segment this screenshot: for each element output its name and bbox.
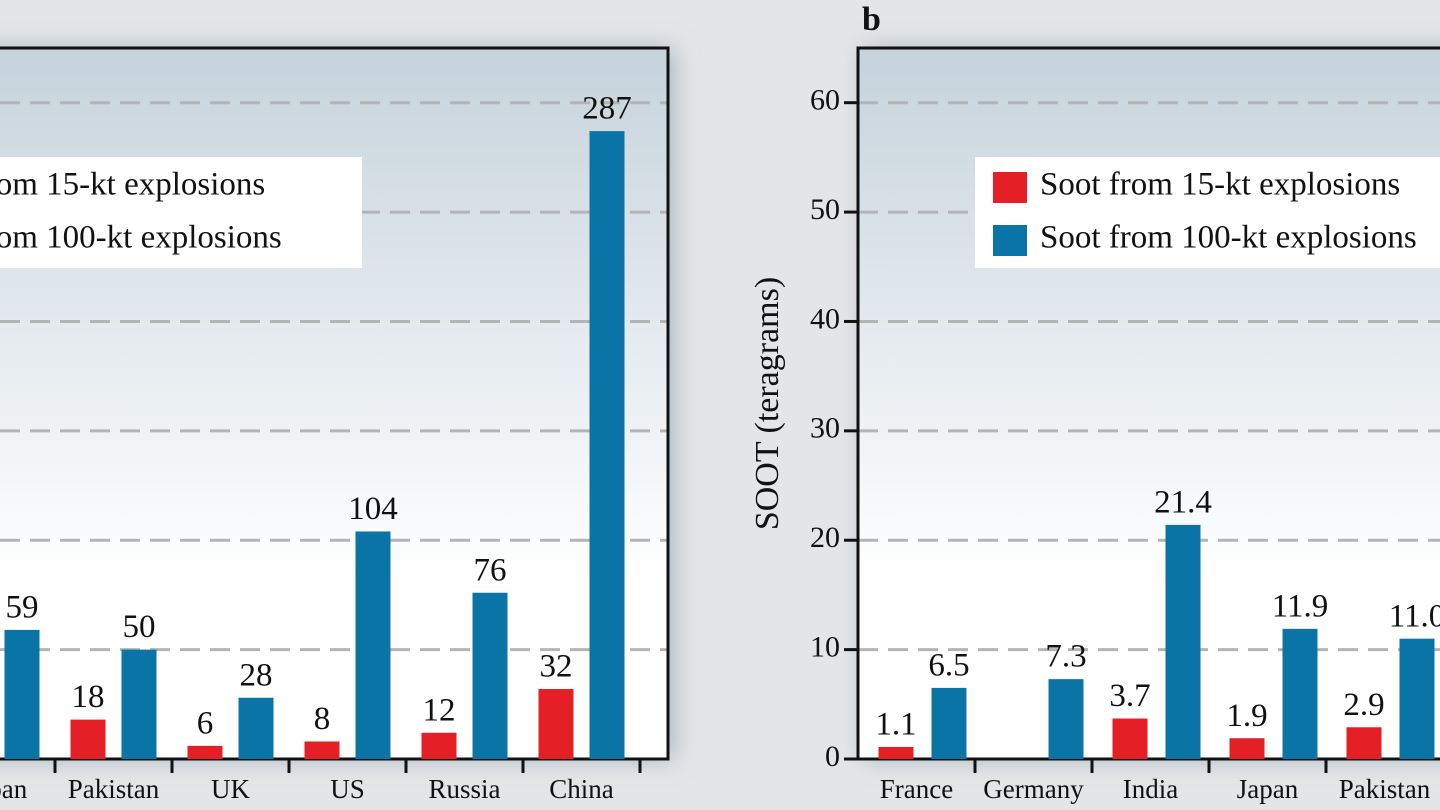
value-label: 1.1 <box>875 707 916 743</box>
x-tick-label: Pakistan <box>1339 774 1431 804</box>
y-tick-label: 60 <box>810 84 840 117</box>
y-tick-label: 50 <box>810 193 840 226</box>
legend-label: Soot from 100-kt explosions <box>1040 220 1417 256</box>
x-tick-label: China <box>549 774 614 804</box>
value-label: 12 <box>423 692 456 728</box>
value-label: 11.0 <box>1389 598 1440 634</box>
legend-label: Soot from 100-kt explosions <box>0 220 282 256</box>
x-tick-label: France <box>880 774 953 804</box>
bar <box>238 697 274 759</box>
bar <box>931 687 967 759</box>
bar <box>472 592 508 759</box>
y-tick-label: 0 <box>825 740 840 773</box>
y-axis-label: SOOT (teragrams) <box>749 277 786 530</box>
value-label: 21.4 <box>1154 484 1212 520</box>
x-tick-label: Germany <box>983 774 1084 804</box>
value-label: 11.9 <box>1272 588 1329 624</box>
value-label: 18 <box>72 679 105 715</box>
value-label: 1.9 <box>1226 698 1267 734</box>
bar <box>1282 628 1318 759</box>
legend-swatch <box>993 225 1027 256</box>
bar <box>304 741 340 759</box>
x-tick-label: Japan <box>1237 774 1299 804</box>
value-label: 50 <box>123 609 156 645</box>
bar <box>1399 638 1435 759</box>
value-label: 2.9 <box>1343 687 1384 723</box>
bar <box>538 688 574 759</box>
bar <box>421 732 457 759</box>
value-label: 7.3 <box>1045 639 1086 675</box>
bar <box>589 131 625 759</box>
chart-title: b <box>862 1 881 38</box>
value-label: 28 <box>240 657 273 693</box>
bar <box>187 745 223 759</box>
bar <box>4 629 40 759</box>
value-label: 32 <box>540 649 573 685</box>
value-label: 8 <box>314 701 331 737</box>
bar <box>1112 718 1148 759</box>
legend-label: Soot from 15-kt explosions <box>1040 167 1400 203</box>
value-label: 287 <box>582 91 632 127</box>
bar <box>70 719 106 759</box>
y-tick-label: 40 <box>810 302 840 335</box>
value-label: 76 <box>474 552 507 588</box>
bar <box>355 531 391 759</box>
value-label: 3.7 <box>1109 678 1150 714</box>
bar <box>1346 727 1382 759</box>
x-tick-label: US <box>330 774 365 804</box>
x-tick-label: Russia <box>428 774 500 804</box>
value-label: 104 <box>348 491 398 527</box>
legend-box <box>975 157 1440 268</box>
value-label: 6.5 <box>928 647 969 683</box>
x-tick-label: Japan <box>0 774 28 804</box>
bar <box>1048 679 1084 759</box>
x-tick-label: India <box>1123 774 1178 804</box>
legend-swatch <box>993 172 1027 203</box>
bar <box>878 746 914 759</box>
value-label: 6 <box>197 705 214 741</box>
y-tick-label: 20 <box>810 521 840 554</box>
value-label: 59 <box>6 590 39 626</box>
legend-label: Soot from 15-kt explosions <box>0 167 265 203</box>
x-tick-label: UK <box>211 774 250 804</box>
bar <box>1165 524 1201 759</box>
x-tick-label: Pakistan <box>68 774 160 804</box>
bar <box>121 649 157 759</box>
y-tick-label: 30 <box>810 412 840 445</box>
bar <box>1229 738 1265 759</box>
y-tick-label: 10 <box>810 631 840 664</box>
legend-box <box>0 157 362 268</box>
